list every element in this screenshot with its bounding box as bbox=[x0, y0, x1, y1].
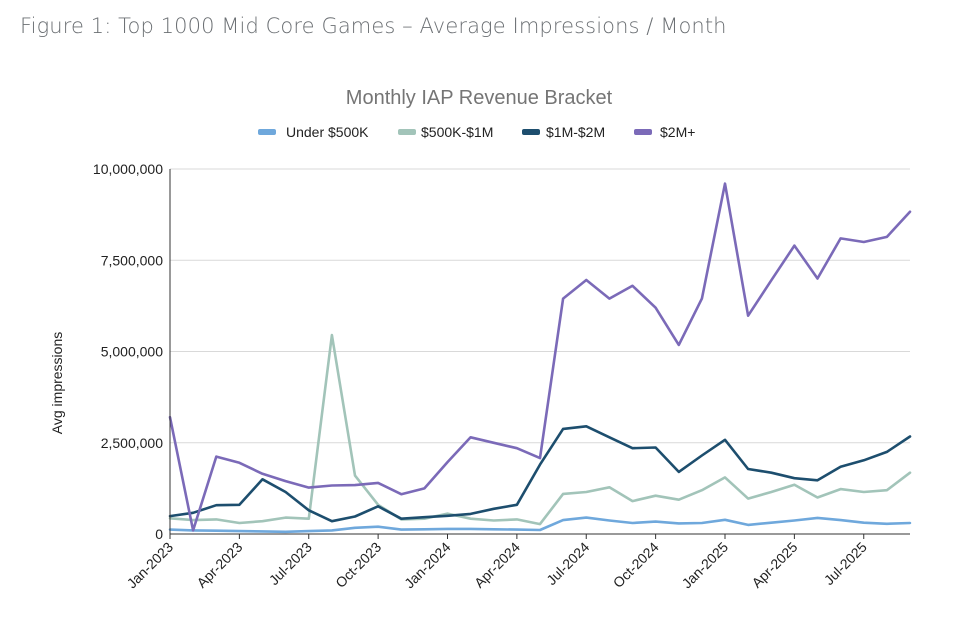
x-tick-label: Jan-2024 bbox=[401, 539, 454, 592]
y-tick-label: 2,500,000 bbox=[101, 435, 163, 451]
x-tick-label: Jul-2024 bbox=[543, 539, 592, 588]
x-tick-label: Apr-2025 bbox=[748, 539, 800, 591]
y-tick-label: 0 bbox=[155, 526, 163, 542]
y-axis-label: Avg impressions bbox=[49, 332, 65, 434]
series-line[interactable] bbox=[168, 516, 912, 534]
legend-label: $1M-$2M bbox=[546, 124, 605, 140]
y-axis-ticks: 0 2,500,000 5,000,000 7,500,000 10,000,000 bbox=[93, 161, 163, 542]
legend-label: $2M+ bbox=[660, 124, 695, 140]
x-tick-label: Jan-2025 bbox=[679, 539, 732, 592]
legend-item[interactable]: Under $500K bbox=[258, 124, 369, 140]
x-tick-label: Oct-2023 bbox=[332, 539, 384, 591]
y-tick-label: 7,500,000 bbox=[101, 252, 163, 268]
chart-gridlines bbox=[170, 168, 910, 444]
x-tick-label: Apr-2024 bbox=[471, 539, 523, 591]
x-tick-label: Jul-2023 bbox=[266, 539, 315, 588]
legend-item[interactable]: $2M+ bbox=[634, 124, 695, 140]
legend-label: Under $500K bbox=[286, 124, 369, 140]
legend-swatch bbox=[258, 129, 276, 135]
series-line[interactable] bbox=[168, 424, 912, 523]
series-line[interactable] bbox=[168, 333, 912, 526]
chart-axes bbox=[169, 169, 910, 535]
x-axis-ticks: Jan-2023 Apr-2023 Jul-2023 Oct-2023 Jan-2024… bbox=[124, 534, 870, 592]
y-tick-label: 5,000,000 bbox=[101, 344, 163, 360]
chart-legend: Under $500K $500K-$1M $1M-$2M $2M+ bbox=[258, 124, 695, 140]
legend-swatch bbox=[522, 129, 540, 135]
x-tick-label: Apr-2023 bbox=[193, 539, 245, 591]
legend-item[interactable]: $500K-$1M bbox=[398, 124, 493, 140]
legend-label: $500K-$1M bbox=[421, 124, 493, 140]
y-tick-label: 10,000,000 bbox=[93, 161, 163, 177]
legend-swatch bbox=[398, 129, 416, 135]
chart-title: Monthly IAP Revenue Bracket bbox=[346, 87, 613, 109]
legend-swatch bbox=[634, 129, 652, 135]
x-tick-label: Oct-2024 bbox=[610, 539, 662, 591]
legend-item[interactable]: $1M-$2M bbox=[522, 124, 605, 140]
x-tick-label: Jul-2025 bbox=[821, 539, 870, 588]
series-line[interactable] bbox=[168, 182, 912, 532]
x-tick-label: Jan-2023 bbox=[124, 539, 177, 592]
chart-series bbox=[168, 182, 912, 534]
figure-caption: Figure 1: Top 1000 Mid Core Games – Aver… bbox=[20, 14, 727, 38]
